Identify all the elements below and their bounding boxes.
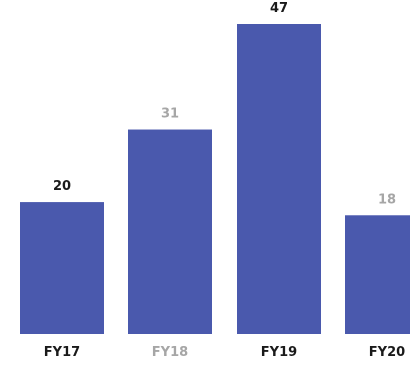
category-label-fy19: FY19 [261,345,297,360]
value-label-fy20: 18 [378,192,396,207]
category-label-fy18: FY18 [152,345,188,360]
bar-fy20 [345,215,410,334]
bars-group [20,24,410,334]
bar-fy18 [128,129,212,334]
bar-fy19 [237,24,321,334]
category-label-fy20: FY20 [369,345,405,360]
value-label-fy19: 47 [270,1,288,16]
bar-fy17 [20,202,104,334]
value-label-fy18: 31 [161,107,179,122]
value-label-fy17: 20 [53,179,71,194]
category-labels-group: FY17 FY18 FY19 FY20 [44,345,405,360]
value-labels-group: 20 31 47 18 [53,1,396,207]
category-label-fy17: FY17 [44,345,80,360]
